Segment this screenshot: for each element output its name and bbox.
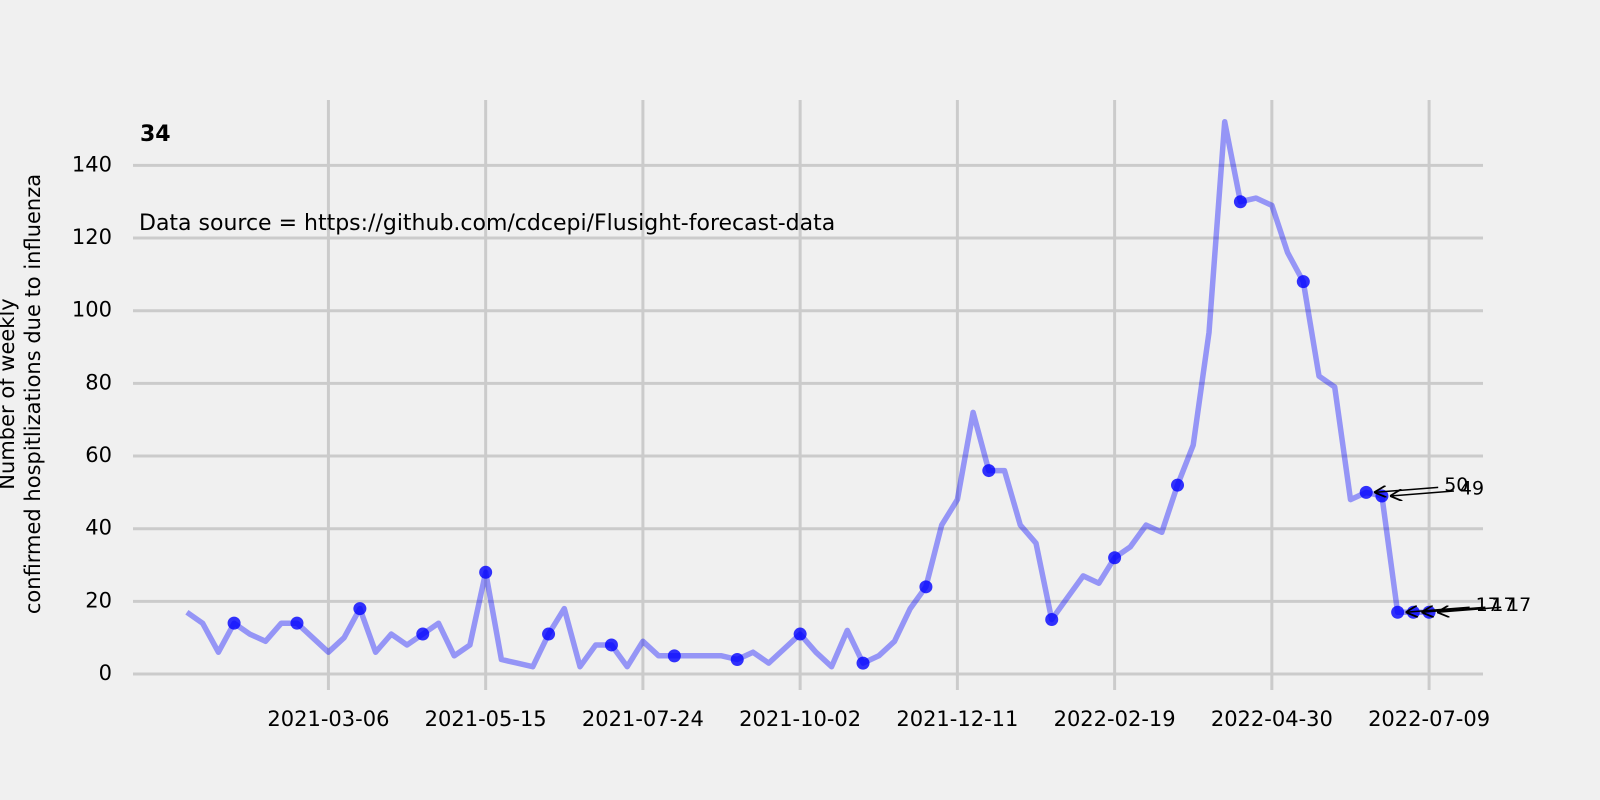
x-tick-label: 2021-07-24 bbox=[582, 707, 704, 731]
y-tick-label: 40 bbox=[85, 516, 112, 540]
point bbox=[1359, 485, 1373, 499]
x-tick-label: 2022-07-09 bbox=[1368, 707, 1490, 731]
point bbox=[667, 649, 681, 663]
y-tick-label: 120 bbox=[72, 225, 112, 249]
annotation-arrow bbox=[1374, 487, 1439, 492]
point bbox=[542, 627, 556, 641]
point-label: 17 bbox=[1491, 594, 1515, 616]
y-tick-label: 140 bbox=[72, 152, 112, 176]
chart-title: 34 bbox=[140, 122, 171, 147]
annotation: Data source = https://github.com/cdcepi/… bbox=[139, 211, 835, 236]
plot-area bbox=[185, 119, 1502, 670]
y-tick-label: 0 bbox=[99, 661, 112, 685]
y-axis-label: Number of weekly bbox=[0, 298, 19, 489]
annotation-arrow bbox=[1390, 491, 1454, 496]
point bbox=[856, 656, 870, 670]
point-label: 50 bbox=[1444, 474, 1468, 496]
point bbox=[227, 616, 241, 630]
point bbox=[1296, 275, 1310, 289]
point bbox=[1108, 551, 1122, 565]
point bbox=[353, 602, 367, 616]
y-tick-label: 20 bbox=[85, 588, 112, 612]
x-tick-label: 2021-03-06 bbox=[267, 707, 389, 731]
y-axis-label: confirmed hospitlizations due to influen… bbox=[21, 174, 45, 614]
point bbox=[1171, 478, 1185, 492]
y-tick-label: 60 bbox=[85, 443, 112, 467]
annotation-arrow bbox=[1437, 607, 1502, 612]
x-tick-label: 2022-02-19 bbox=[1054, 707, 1176, 731]
point bbox=[1233, 195, 1247, 209]
point bbox=[793, 627, 807, 641]
line bbox=[185, 119, 1430, 670]
point-label: 17 bbox=[1476, 594, 1500, 616]
point bbox=[604, 638, 618, 652]
point bbox=[1045, 613, 1059, 627]
annotation-arrow bbox=[1421, 607, 1486, 612]
point bbox=[1391, 605, 1405, 619]
point bbox=[982, 464, 996, 478]
grid bbox=[133, 100, 1483, 690]
point bbox=[290, 616, 304, 630]
y-tick-label: 80 bbox=[85, 370, 112, 394]
x-tick-label: 2021-10-02 bbox=[739, 707, 861, 731]
point-label: 17 bbox=[1507, 594, 1531, 616]
y-tick-label: 100 bbox=[72, 298, 112, 322]
point bbox=[479, 565, 493, 579]
point bbox=[416, 627, 430, 641]
point-label: 49 bbox=[1460, 477, 1484, 499]
x-tick-label: 2021-05-15 bbox=[425, 707, 547, 731]
point bbox=[730, 652, 744, 666]
x-tick-label: 2022-04-30 bbox=[1211, 707, 1333, 731]
x-tick-label: 2021-12-11 bbox=[896, 707, 1018, 731]
point bbox=[919, 580, 933, 594]
